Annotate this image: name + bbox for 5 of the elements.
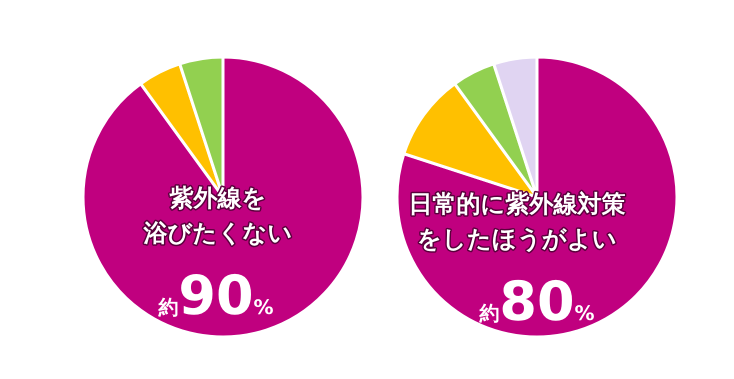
data-label: 約90% — [157, 264, 274, 327]
slice-label: 日常的に紫外線対策をしたほうがよい — [408, 190, 626, 253]
data-label: 約80% — [478, 270, 595, 333]
slice-label: 紫外線を浴びたくない — [142, 184, 292, 247]
pie-slice — [82, 56, 364, 338]
